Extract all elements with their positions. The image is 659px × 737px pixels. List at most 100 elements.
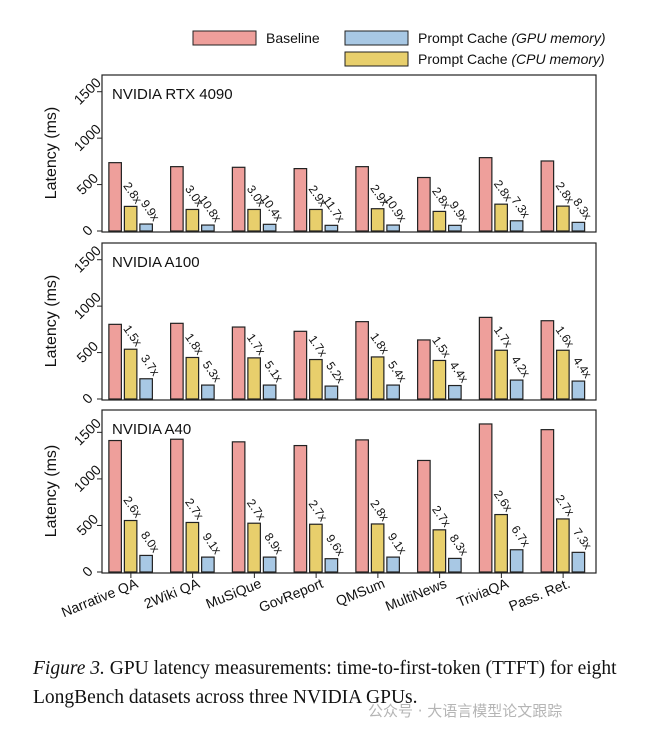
watermark: 公众号 · 大语言模型论文跟踪 <box>368 702 563 720</box>
legend-label-text: Prompt Cache <box>418 51 511 67</box>
x-tick-label: MultiNews <box>383 575 449 614</box>
bar-cpu <box>247 357 261 400</box>
bar-baseline <box>540 160 555 232</box>
bar-gpu <box>324 224 339 232</box>
bar-baseline <box>478 157 493 232</box>
bar-cpu <box>123 205 138 232</box>
x-tick-label: MuSiQue <box>203 575 263 612</box>
bar-baseline <box>108 439 122 573</box>
bar-cpu <box>247 522 261 573</box>
y-tick-label: 1000 <box>71 289 104 322</box>
legend-label-baseline: Baseline <box>266 30 320 46</box>
x-tick-label: TriviaQA <box>454 575 511 610</box>
bar-baseline <box>231 441 246 573</box>
bar-cpu <box>309 523 323 573</box>
bar-gpu <box>386 556 400 573</box>
bar-baseline <box>293 330 308 400</box>
legend-swatch-gpu <box>344 30 409 46</box>
bar-baseline <box>170 166 184 232</box>
x-tick-label: 2Wiki QA <box>142 575 203 612</box>
legend-label-text: Prompt Cache <box>418 30 511 46</box>
panel-title: NVIDIA RTX 4090 <box>112 86 233 103</box>
figure-caption: Figure 3. GPU latency measurements: time… <box>33 654 653 712</box>
bar-cpu <box>556 205 570 232</box>
bar-baseline <box>540 320 555 400</box>
bar-cpu <box>123 348 138 400</box>
bar-gpu <box>262 556 277 573</box>
bar-cpu <box>309 358 323 400</box>
bar-baseline <box>170 438 184 573</box>
bar-cpu <box>494 513 508 573</box>
legend-swatch-baseline <box>192 30 257 46</box>
bar-gpu <box>571 380 586 400</box>
y-tick-label: 0 <box>79 390 96 407</box>
bar-gpu <box>571 221 586 232</box>
bar-baseline <box>478 423 493 573</box>
bar-gpu <box>509 220 524 232</box>
bar-gpu <box>262 223 277 232</box>
panel-title: NVIDIA A100 <box>112 254 200 271</box>
bar-baseline <box>417 459 431 573</box>
bar-baseline <box>108 323 122 400</box>
bar-gpu <box>448 384 462 400</box>
bar-cpu <box>432 210 447 232</box>
bar-gpu <box>324 385 339 400</box>
y-tick-label: 1500 <box>71 242 104 275</box>
bar-cpu <box>370 356 385 400</box>
y-tick-label: 1000 <box>71 461 104 494</box>
caption-label: Figure 3. <box>33 658 105 679</box>
bar-cpu <box>432 529 447 573</box>
bar-gpu <box>201 556 215 573</box>
legend-label-text: Baseline <box>266 30 320 46</box>
y-tick-label: 1500 <box>71 415 104 448</box>
y-tick-label: 1000 <box>71 121 104 154</box>
bar-cpu <box>123 519 138 573</box>
bar-gpu <box>386 384 400 400</box>
bar-cpu <box>185 521 200 573</box>
x-tick-label: Pass. Ret. <box>506 575 572 614</box>
legend-label-note: (GPU memory) <box>511 30 605 46</box>
bar-baseline <box>231 326 246 400</box>
x-tick-label: Narrative QA <box>59 575 141 620</box>
bar-cpu <box>494 349 508 400</box>
x-tick-label: QMSum <box>333 575 387 609</box>
bar-gpu <box>201 224 215 232</box>
bar-baseline <box>417 176 431 232</box>
bar-gpu <box>386 224 400 232</box>
bar-gpu <box>448 557 462 573</box>
y-tick-label: 500 <box>73 511 101 539</box>
bar-cpu <box>309 208 323 232</box>
bar-cpu <box>494 203 508 232</box>
y-axis-label: Latency (ms) <box>43 107 60 199</box>
legend-label-cpu: Prompt Cache (CPU memory) <box>418 51 605 67</box>
bar-baseline <box>293 168 308 232</box>
bar-cpu <box>247 208 261 232</box>
bar-cpu <box>370 208 385 232</box>
legend-swatch-cpu <box>344 51 409 67</box>
bar-baseline <box>417 339 431 400</box>
panel-title: NVIDIA A40 <box>112 421 191 438</box>
bar-gpu <box>139 223 153 232</box>
legend-label-note: (CPU memory) <box>511 51 604 67</box>
bar-gpu <box>324 558 339 573</box>
panel-frame-1 <box>101 242 597 401</box>
bar-cpu <box>432 359 447 400</box>
bar-cpu <box>370 523 385 573</box>
panel-frame-0 <box>101 74 597 233</box>
bar-cpu <box>185 208 200 232</box>
panel-frame-2 <box>101 409 597 574</box>
y-tick-label: 0 <box>79 222 96 239</box>
bar-gpu <box>509 549 524 573</box>
bar-baseline <box>355 166 369 232</box>
y-tick-label: 0 <box>79 563 96 580</box>
bar-gpu <box>139 554 153 573</box>
y-tick-label: 500 <box>73 338 101 366</box>
bar-cpu <box>556 518 570 573</box>
bar-baseline <box>540 429 555 573</box>
bar-gpu <box>448 224 462 232</box>
bar-cpu <box>185 356 200 400</box>
bar-cpu <box>556 349 570 400</box>
bar-baseline <box>355 439 369 573</box>
bar-baseline <box>355 321 369 400</box>
